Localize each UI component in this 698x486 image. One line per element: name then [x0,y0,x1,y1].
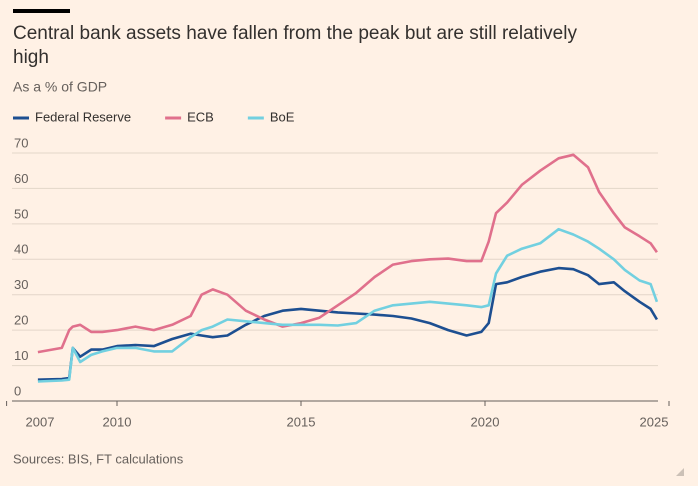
y-tick-label: 10 [14,348,28,363]
source: Sources: BIS, FT calculations [13,451,184,466]
y-tick-label: 30 [14,277,28,292]
x-tick-label: 2025 [640,414,669,429]
legend-label: ECB [187,109,214,124]
x-tick-label: 2020 [471,414,500,429]
y-tick-label: 40 [14,242,28,257]
series-line [37,153,658,354]
series-line [37,227,659,383]
y-tick-label: 20 [14,313,28,328]
brand-bar [13,9,70,13]
chart-title: Central bank assets have fallen from the… [13,23,577,68]
x-tick-label: 2015 [287,414,316,429]
resize-icon [676,468,684,476]
y-tick-label: 50 [14,206,28,221]
y-tick-label: 0 [14,383,21,398]
legend-label: BoE [270,109,295,124]
chart-subtitle: As a % of GDP [13,79,107,95]
x-tick-label: 2007 [26,414,55,429]
y-tick-label: 70 [14,135,28,150]
legend-label: Federal Reserve [35,109,131,124]
y-tick-label: 60 [14,171,28,186]
x-tick-label: 2010 [103,414,132,429]
series-line [37,266,659,381]
